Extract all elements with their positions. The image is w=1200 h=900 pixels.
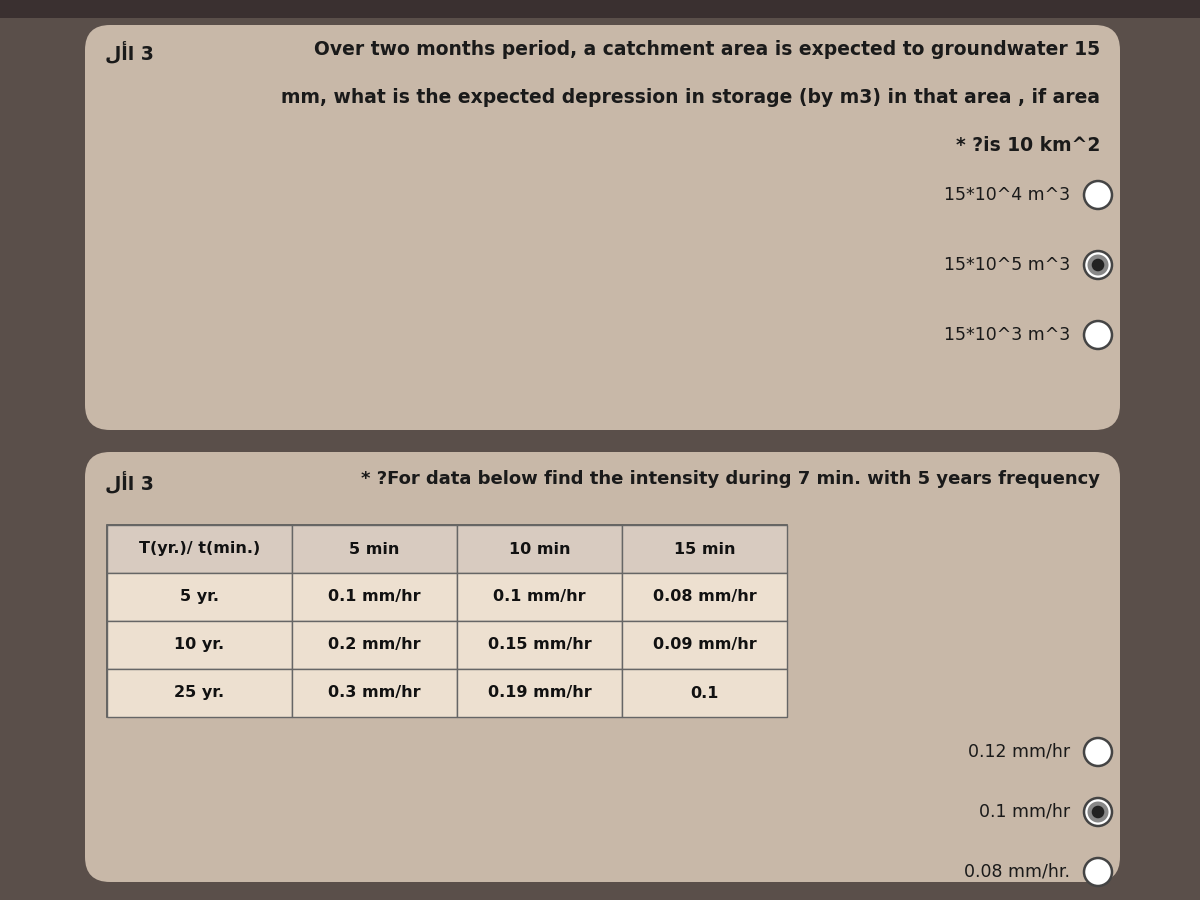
Text: 0.15 mm/hr: 0.15 mm/hr — [487, 637, 592, 652]
Circle shape — [1087, 802, 1109, 823]
Circle shape — [1084, 738, 1112, 766]
Text: 0.2 mm/hr: 0.2 mm/hr — [328, 637, 421, 652]
Bar — [457, 669, 622, 717]
Bar — [457, 525, 622, 573]
Circle shape — [1084, 798, 1112, 826]
Text: 15*10^3 m^3: 15*10^3 m^3 — [943, 326, 1070, 344]
Text: mm, what is the expected depression in storage (by m3) in that area , if area: mm, what is the expected depression in s… — [281, 88, 1100, 107]
Text: 25 yr.: 25 yr. — [174, 686, 224, 700]
Text: 15*10^4 m^3: 15*10^4 m^3 — [944, 186, 1070, 204]
Bar — [292, 573, 457, 621]
Text: لأا 3: لأا 3 — [106, 470, 154, 493]
Text: T(yr.)/ t(min.): T(yr.)/ t(min.) — [139, 542, 260, 556]
FancyBboxPatch shape — [85, 25, 1120, 430]
Circle shape — [1087, 255, 1109, 275]
Bar — [292, 525, 457, 573]
Bar — [107, 573, 292, 621]
Bar — [622, 525, 787, 573]
Circle shape — [1084, 321, 1112, 349]
Bar — [622, 669, 787, 717]
Text: 0.09 mm/hr: 0.09 mm/hr — [653, 637, 756, 652]
Bar — [292, 621, 457, 669]
Text: 0.19 mm/hr: 0.19 mm/hr — [487, 686, 592, 700]
Text: Over two months period, a catchment area is expected to groundwater 15: Over two months period, a catchment area… — [314, 40, 1100, 59]
Text: 0.08 mm/hr: 0.08 mm/hr — [653, 590, 756, 605]
Bar — [107, 621, 292, 669]
Bar — [457, 573, 622, 621]
Circle shape — [1092, 806, 1104, 818]
Bar — [107, 525, 787, 717]
Text: 0.12 mm/hr: 0.12 mm/hr — [968, 743, 1070, 761]
Text: * ?is 10 km^2: * ?is 10 km^2 — [955, 136, 1100, 155]
Text: 5 yr.: 5 yr. — [180, 590, 220, 605]
Circle shape — [1084, 251, 1112, 279]
Bar — [622, 573, 787, 621]
Text: 0.1 mm/hr: 0.1 mm/hr — [979, 803, 1070, 821]
Bar — [457, 621, 622, 669]
Circle shape — [1092, 258, 1104, 271]
Bar — [107, 669, 292, 717]
FancyBboxPatch shape — [85, 452, 1120, 882]
Bar — [292, 669, 457, 717]
Circle shape — [1084, 858, 1112, 886]
Text: 10 min: 10 min — [509, 542, 570, 556]
Bar — [0, 0, 1200, 18]
Text: 0.1: 0.1 — [690, 686, 719, 700]
Text: 0.1 mm/hr: 0.1 mm/hr — [493, 590, 586, 605]
Text: لأا 3: لأا 3 — [106, 40, 154, 63]
Text: 15*10^5 m^3: 15*10^5 m^3 — [943, 256, 1070, 274]
Text: * ?For data below find the intensity during 7 min. with 5 years frequency: * ?For data below find the intensity dur… — [361, 470, 1100, 488]
Text: 0.3 mm/hr: 0.3 mm/hr — [328, 686, 421, 700]
Text: 0.1 mm/hr: 0.1 mm/hr — [328, 590, 421, 605]
Text: 5 min: 5 min — [349, 542, 400, 556]
Circle shape — [1084, 181, 1112, 209]
Text: 10 yr.: 10 yr. — [174, 637, 224, 652]
Text: 15 min: 15 min — [673, 542, 736, 556]
Text: 0.08 mm/hr.: 0.08 mm/hr. — [964, 863, 1070, 881]
Bar — [107, 525, 292, 573]
Bar — [622, 621, 787, 669]
